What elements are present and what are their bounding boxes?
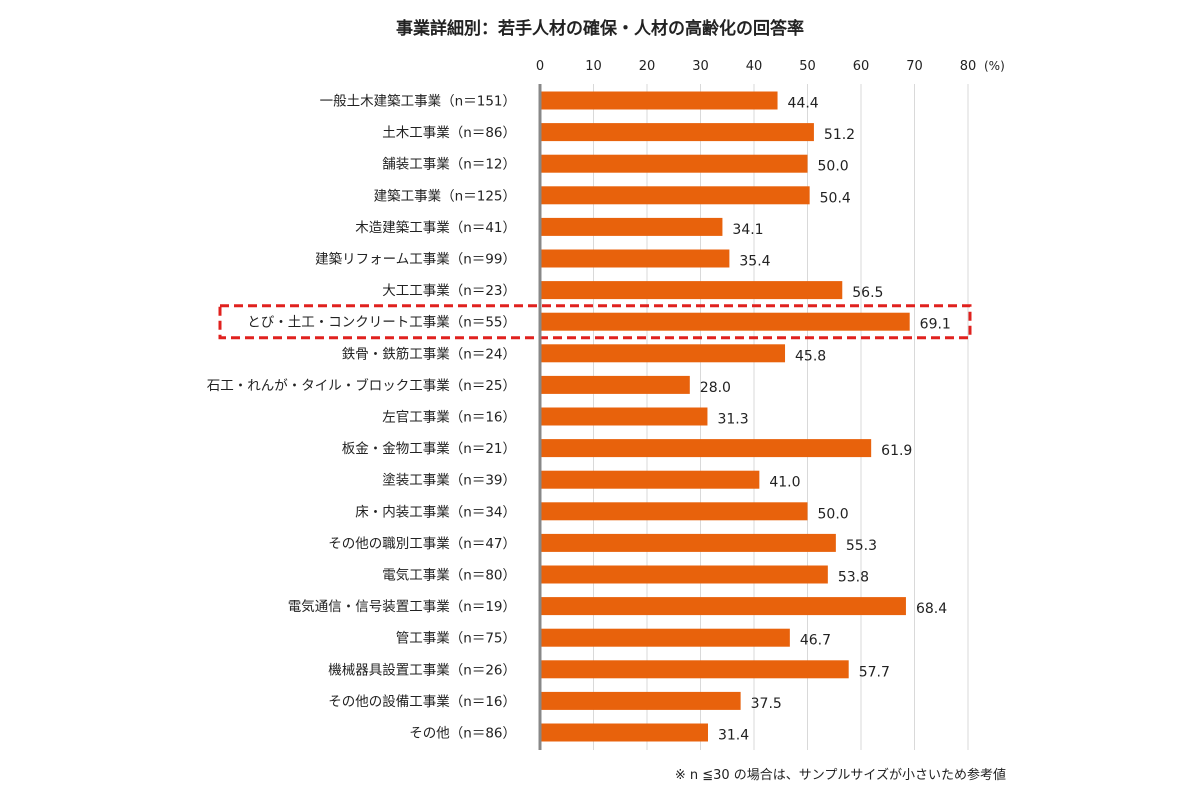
category-label: 板金・金物工事業（n＝21）: [342, 441, 516, 457]
x-tick-label: 40: [746, 59, 763, 74]
x-tick-label: 80: [960, 59, 977, 74]
value-label: 35.4: [739, 254, 770, 270]
value-label: 50.4: [820, 190, 851, 206]
x-tick-label: 60: [853, 59, 870, 74]
category-label: 左官工事業（n＝16）: [382, 410, 516, 426]
x-tick-label: 20: [639, 59, 656, 74]
chart-title: 事業詳細別：若手人材の確保・人材の高齢化の回答率: [396, 19, 804, 39]
value-label: 34.1: [732, 222, 763, 238]
unit-label: (%): [984, 59, 1005, 73]
value-label: 51.2: [824, 127, 855, 143]
category-label: 建築工事業（n＝125）: [374, 188, 516, 204]
value-label: 44.4: [788, 96, 819, 112]
bar: [540, 123, 814, 142]
category-label: その他（n＝86）: [409, 726, 516, 742]
value-label: 41.0: [769, 475, 800, 491]
bar: [540, 375, 690, 394]
value-label: 53.8: [838, 570, 869, 586]
value-label: 69.1: [920, 317, 951, 333]
bar: [540, 186, 810, 205]
category-label: 建築リフォーム工事業（n＝99）: [315, 252, 516, 268]
bar: [540, 691, 741, 710]
bar: [540, 660, 849, 679]
bar: [540, 533, 836, 552]
value-label: 57.7: [859, 664, 890, 680]
bar: [540, 249, 730, 268]
value-label: 37.5: [751, 696, 782, 712]
value-label: 28.0: [700, 380, 731, 396]
bar: [540, 312, 910, 331]
value-label: 56.5: [852, 285, 883, 301]
bar: [540, 470, 760, 489]
category-label: 塗装工事業（n＝39）: [382, 472, 516, 489]
category-label: 一般土木建築工事業（n＝151）: [320, 94, 516, 110]
value-label: 55.3: [846, 538, 877, 554]
category-label: 鉄骨・鉄筋工事業（n＝24）: [342, 345, 516, 362]
bar: [540, 723, 708, 742]
bar: [540, 407, 708, 426]
bar: [540, 502, 808, 521]
category-label: 床・内装工事業（n＝34）: [355, 504, 516, 520]
bar: [540, 628, 790, 647]
x-tick-label: 30: [692, 59, 709, 74]
category-label: 大工工事業（n＝23）: [382, 283, 516, 299]
category-label: その他の職別工事業（n＝47）: [328, 536, 516, 552]
category-label: 電気工事業（n＝80）: [382, 568, 516, 584]
bar: [540, 597, 906, 616]
category-label: 石工・れんが・タイル・ブロック工事業（n＝25）: [207, 377, 516, 394]
value-label: 68.4: [916, 601, 947, 617]
bar: [540, 217, 723, 236]
highlight-box: [218, 304, 972, 340]
bar: [540, 344, 786, 363]
category-label: 木造建築工事業（n＝41）: [355, 220, 516, 236]
value-label: 46.7: [800, 633, 831, 649]
category-label: 土木工事業（n＝86）: [382, 125, 516, 141]
category-label: 機械器具設置工事業（n＝26）: [328, 662, 516, 678]
footnote: ※ n ≦30 の場合は、サンプルサイズが小さいため参考値: [674, 768, 1006, 783]
category-label: 管工事業（n＝75）: [396, 631, 516, 647]
value-label: 31.4: [718, 728, 749, 744]
category-label: とび・土工・コンクリート工事業（n＝55）: [247, 315, 516, 331]
category-label: 舗装工事業（n＝12）: [382, 157, 516, 173]
x-tick-label: 0: [536, 59, 544, 74]
category-label: その他の設備工事業（n＝16）: [328, 694, 516, 710]
bar: [540, 565, 828, 584]
bar: [540, 439, 872, 458]
x-tick-label: 10: [585, 59, 602, 74]
x-tick-label: 50: [799, 59, 816, 74]
value-label: 61.9: [881, 443, 912, 459]
value-label: 45.8: [795, 348, 826, 364]
x-tick-label: 70: [906, 59, 923, 74]
bar: [540, 91, 778, 110]
category-label: 電気通信・信号装置工事業（n＝19）: [288, 599, 516, 615]
value-label: 31.3: [717, 412, 748, 428]
value-label: 50.0: [818, 506, 849, 522]
bar: [540, 281, 843, 300]
value-label: 50.0: [818, 159, 849, 175]
bar: [540, 154, 808, 173]
